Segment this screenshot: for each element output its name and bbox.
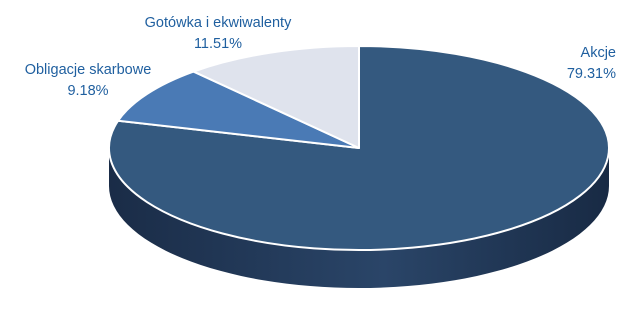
slice-value-obligacje: 9.18% xyxy=(67,83,108,99)
pie-side xyxy=(109,148,609,288)
slice-value-akcje: 79.31% xyxy=(567,66,616,82)
pie-slice-1 xyxy=(117,70,360,149)
slice-value-gotowka: 11.51% xyxy=(194,36,242,52)
pie-slice-2 xyxy=(192,45,360,149)
slice-label-gotowka: Gotówka i ekwiwalenty xyxy=(145,15,292,31)
slice-label-akcje: Akcje xyxy=(581,45,616,61)
slice-label-obligacje: Obligacje skarbowe xyxy=(25,62,152,78)
